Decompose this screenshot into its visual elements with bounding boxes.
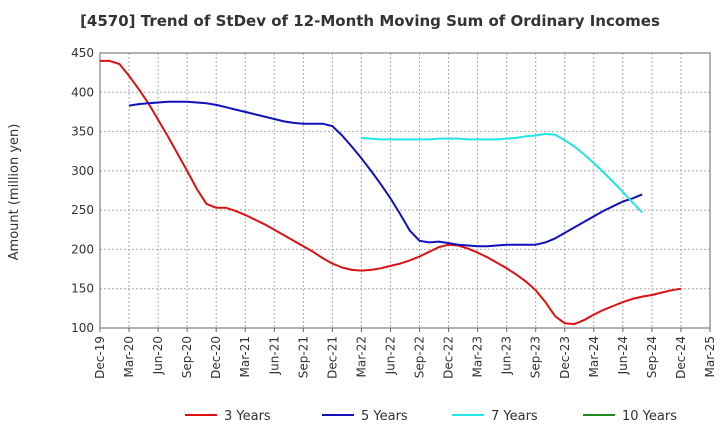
x-tick-label: Sep-22: [413, 336, 427, 378]
y-axis-title: Amount (million yen): [7, 124, 22, 261]
chart-title: [4570] Trend of StDev of 12-Month Moving…: [80, 12, 660, 30]
plot-border: [99, 52, 711, 329]
legend: 3 Years 5 Years 7 Years 10 Years: [185, 409, 677, 424]
x-tick-label: Dec-21: [325, 336, 339, 379]
x-tick-label: Mar-23: [471, 336, 485, 377]
x-tick-label: Jun-22: [383, 336, 397, 375]
y-tick-label: 250: [71, 203, 94, 217]
x-tick-label: Jun-23: [500, 336, 514, 375]
y-tick-label: 200: [71, 242, 94, 256]
x-tick-label: Jun-24: [616, 336, 630, 375]
x-tick-label: Dec-24: [674, 336, 688, 379]
y-tick-label: 350: [71, 125, 94, 139]
x-tick-label: Sep-23: [529, 336, 543, 378]
legend-label-3-years: 3 Years: [224, 409, 271, 424]
x-tick-label: Jun-20: [151, 336, 165, 375]
x-tick-label: Dec-22: [442, 336, 456, 379]
legend-label-5-years: 5 Years: [361, 409, 408, 424]
series-line-3-years: [100, 59, 682, 326]
x-tick-label: Sep-24: [645, 336, 659, 378]
plot-area: [100, 53, 710, 328]
y-tick-label: 100: [71, 321, 94, 335]
y-tick-label: 150: [71, 282, 94, 296]
x-tick-label: Mar-21: [238, 336, 252, 377]
x-tick-label: Sep-21: [296, 336, 310, 378]
x-tick-label: Mar-25: [703, 336, 717, 377]
x-tick-label: Dec-19: [93, 336, 107, 379]
y-tick-label: 400: [71, 85, 94, 99]
x-tick-label: Mar-22: [354, 336, 368, 377]
series-line-5-years: [128, 100, 643, 248]
x-tick-label: Mar-24: [587, 336, 601, 377]
series-line-7-years: [361, 132, 643, 214]
x-tick-label: Dec-23: [558, 336, 572, 379]
legend-label-7-years: 7 Years: [491, 409, 538, 424]
y-tick-label: 300: [71, 164, 94, 178]
x-tick-label: Mar-20: [122, 336, 136, 377]
y-tick-label: 450: [71, 46, 94, 60]
legend-label-10-years: 10 Years: [622, 409, 677, 424]
x-tick-label: Sep-20: [180, 336, 194, 378]
x-tick-label: Dec-20: [209, 336, 223, 379]
x-tick-label: Jun-21: [267, 336, 281, 375]
